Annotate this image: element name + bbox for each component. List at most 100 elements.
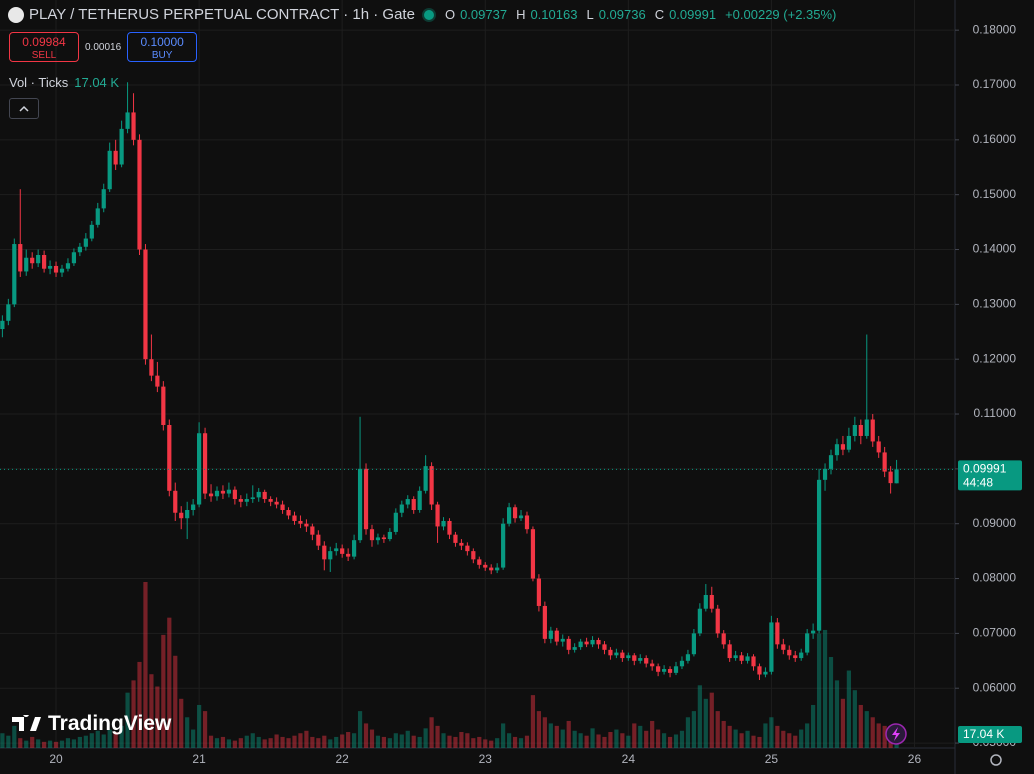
last-price-label: 0.09991 bbox=[963, 462, 1007, 476]
candle-body bbox=[763, 671, 768, 675]
volume-bar bbox=[787, 733, 792, 748]
volume-bar bbox=[667, 736, 673, 748]
chevron bbox=[19, 105, 29, 112]
candle-body bbox=[161, 386, 166, 425]
x-tick-label: 26 bbox=[908, 752, 922, 766]
volume-bar bbox=[566, 720, 571, 748]
y-tick-label: 0.16000 bbox=[973, 132, 1017, 146]
candle-body bbox=[435, 504, 440, 527]
candle-body bbox=[888, 471, 893, 484]
candle-body bbox=[799, 652, 804, 659]
volume-bar bbox=[805, 723, 810, 748]
sell-button[interactable]: 0.09984 SELL bbox=[9, 32, 79, 62]
volume-bar bbox=[828, 657, 834, 748]
volume-bar bbox=[310, 736, 315, 748]
volume-bar bbox=[840, 698, 846, 748]
candle-body bbox=[286, 510, 291, 516]
candle-body bbox=[793, 655, 798, 659]
volume-bar bbox=[560, 729, 565, 748]
volume-bar bbox=[799, 729, 804, 748]
ohlc-value: 0.09737 bbox=[460, 7, 508, 22]
buy-button[interactable]: 0.10000 BUY bbox=[127, 32, 198, 62]
candle-body bbox=[292, 515, 297, 521]
settings-icon[interactable] bbox=[990, 754, 1002, 766]
candle-body bbox=[632, 655, 637, 661]
volume-bar bbox=[834, 680, 840, 748]
candle-body bbox=[709, 595, 714, 609]
volume-bar bbox=[328, 739, 333, 748]
y-tick-label: 0.08000 bbox=[973, 571, 1017, 585]
volume-bar bbox=[751, 735, 756, 748]
candle-body bbox=[143, 249, 148, 360]
volume-bar bbox=[471, 738, 476, 748]
candle-body bbox=[95, 208, 100, 225]
volume-bar bbox=[24, 740, 29, 748]
candle-body bbox=[751, 656, 756, 667]
volume-bar bbox=[793, 735, 798, 748]
volume-bar bbox=[608, 732, 613, 748]
candle-body bbox=[155, 375, 160, 387]
countdown: 44:48 bbox=[963, 476, 993, 490]
candle-body bbox=[12, 244, 17, 305]
candle-body bbox=[53, 265, 59, 273]
candle-body bbox=[787, 649, 792, 656]
buy-label: BUY bbox=[151, 50, 173, 61]
candle-body bbox=[518, 515, 524, 519]
candle-body bbox=[423, 466, 428, 491]
candle-body bbox=[107, 150, 112, 190]
y-tick-label: 0.06000 bbox=[973, 680, 1017, 694]
candle-body bbox=[363, 468, 369, 530]
candle-body bbox=[244, 499, 249, 502]
candle-body bbox=[840, 444, 846, 450]
volume-bar bbox=[42, 741, 47, 748]
volume-bar bbox=[143, 582, 148, 748]
candle-body bbox=[626, 655, 631, 659]
candle-body bbox=[24, 257, 29, 272]
volume-bar bbox=[185, 717, 190, 748]
candle-body bbox=[125, 112, 130, 129]
candle-body bbox=[602, 644, 607, 650]
volume-bar bbox=[590, 728, 595, 748]
volume-bar bbox=[578, 733, 583, 748]
volume-bar bbox=[340, 734, 345, 748]
volume-bar bbox=[495, 738, 500, 748]
collapse-button[interactable] bbox=[9, 98, 39, 119]
volume-bar bbox=[357, 711, 363, 748]
candle-body bbox=[250, 497, 255, 500]
candle-body bbox=[310, 526, 315, 535]
candle-body bbox=[465, 545, 470, 552]
y-tick-label: 0.13000 bbox=[973, 297, 1017, 311]
candle-body bbox=[197, 433, 202, 505]
y-tick-label: 0.18000 bbox=[973, 22, 1017, 36]
candle-body bbox=[411, 499, 416, 510]
volume-bar bbox=[644, 730, 649, 748]
volume-bar bbox=[274, 734, 279, 748]
ohlc-label: O bbox=[444, 7, 456, 22]
candle-body bbox=[679, 660, 685, 667]
volume-bar bbox=[673, 734, 679, 748]
candle-body bbox=[894, 469, 899, 484]
volume-bar bbox=[220, 736, 226, 748]
candle-body bbox=[822, 468, 828, 480]
candle-body bbox=[584, 641, 589, 645]
candle-body bbox=[352, 540, 357, 557]
candle-body bbox=[644, 658, 649, 664]
volume-bar bbox=[298, 733, 303, 748]
candle-body bbox=[512, 507, 518, 519]
volume-bar bbox=[852, 690, 857, 748]
ohlc-label: H bbox=[516, 7, 526, 22]
candle-body bbox=[554, 630, 559, 642]
volume-bar bbox=[262, 739, 267, 748]
volume-bar bbox=[763, 723, 768, 748]
candle-body bbox=[506, 507, 512, 524]
candle-body bbox=[656, 666, 661, 672]
candle-body bbox=[572, 647, 577, 650]
candle-body bbox=[691, 633, 696, 655]
volume-bar bbox=[346, 732, 351, 748]
candles bbox=[0, 82, 899, 680]
candle-body bbox=[36, 255, 41, 264]
candle-body bbox=[357, 468, 363, 541]
